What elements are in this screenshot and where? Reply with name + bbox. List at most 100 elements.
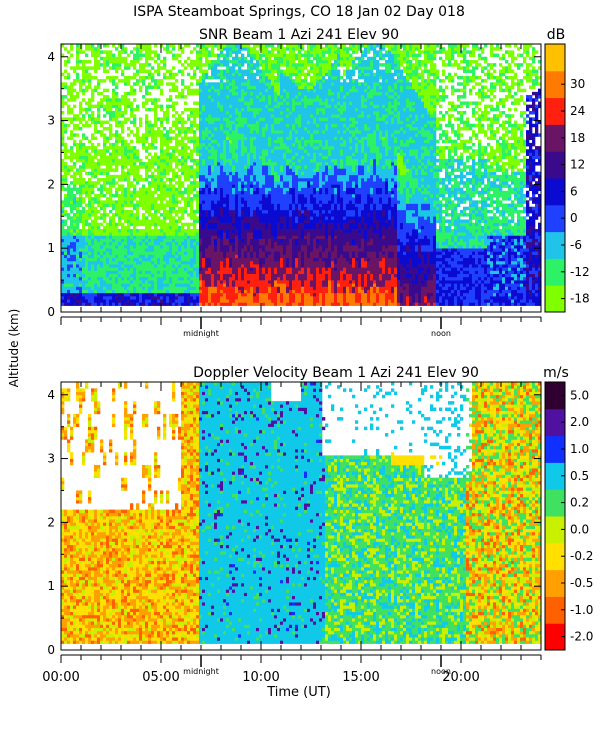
heatmap-cell [367, 114, 371, 118]
heatmap-cell [235, 280, 239, 287]
heatmap-cell [223, 203, 227, 208]
heatmap-cell [283, 101, 287, 144]
heatmap-cell [85, 302, 89, 306]
heatmap-cell [205, 72, 209, 80]
heatmap-cell [340, 168, 344, 176]
heatmap-cell [217, 280, 221, 303]
heatmap-cell [265, 88, 269, 93]
heatmap-cell [490, 289, 494, 297]
heatmap-cell [97, 225, 101, 230]
heatmap-cell [262, 238, 266, 246]
heatmap-cell [202, 165, 206, 176]
heatmap-cell [484, 168, 488, 179]
heatmap-cell [136, 264, 140, 294]
heatmap-cell [364, 181, 368, 204]
heatmap-cell [370, 209, 374, 227]
heatmap-cell [433, 251, 437, 265]
heatmap-cell [211, 181, 215, 192]
heatmap-cell [442, 139, 446, 144]
heatmap-cell [256, 69, 260, 77]
heatmap-cell [403, 50, 407, 58]
heatmap-cell [82, 251, 86, 255]
heatmap-cell [379, 56, 383, 61]
heatmap-cell [289, 238, 293, 268]
heatmap-cell [157, 85, 161, 89]
heatmap-cell [466, 292, 470, 306]
heatmap-cell [217, 107, 221, 118]
heatmap-cell [418, 238, 422, 246]
heatmap-cell [220, 187, 224, 208]
heatmap-cell [436, 139, 440, 144]
heatmap-cell [496, 229, 500, 236]
heatmap-cell [469, 155, 473, 160]
heatmap-cell [397, 267, 401, 281]
heatmap-cell [352, 292, 356, 306]
heatmap-cell [391, 117, 395, 125]
heatmap-cell [364, 222, 368, 230]
heatmap-cell [280, 117, 284, 121]
heatmap-cell [115, 225, 119, 236]
heatmap-cell [472, 44, 476, 48]
heatmap-cell [460, 289, 464, 297]
heatmap-cell [79, 248, 83, 252]
heatmap-cell [400, 85, 404, 93]
heatmap-cell [244, 174, 248, 182]
heatmap-cell [475, 91, 479, 96]
heatmap-cell [469, 91, 473, 96]
heatmap-cell [334, 104, 338, 109]
heatmap-cell [145, 276, 149, 281]
heatmap-cell [85, 72, 89, 83]
heatmap-cell [130, 197, 134, 201]
heatmap-cell [457, 44, 461, 58]
heatmap-cell [307, 257, 311, 268]
heatmap-cell [115, 47, 119, 51]
heatmap-cell [322, 238, 326, 252]
heatmap-cell [397, 111, 401, 125]
heatmap-cell [265, 91, 269, 105]
heatmap-cell [133, 286, 137, 294]
heatmap-cell [187, 152, 191, 156]
heatmap-cell [259, 82, 263, 93]
heatmap-cell [178, 235, 182, 246]
heatmap-cell [208, 44, 212, 48]
heatmap-cell [496, 260, 500, 265]
heatmap-cell [256, 44, 260, 48]
heatmap-cell [385, 53, 389, 58]
heatmap-cell [73, 203, 77, 211]
heatmap-cell [73, 260, 77, 268]
heatmap-cell [160, 229, 164, 233]
heatmap-cell [457, 235, 461, 243]
heatmap-cell [394, 82, 398, 89]
heatmap-cell [256, 206, 260, 217]
heatmap-cell [466, 213, 470, 217]
heatmap-cell [412, 75, 416, 89]
heatmap-cell [91, 200, 95, 211]
heatmap-cell [379, 158, 383, 179]
heatmap-cell [463, 184, 467, 188]
heatmap-cell [163, 66, 167, 70]
heatmap-cell [199, 50, 203, 54]
heatmap-cell [196, 232, 200, 243]
heatmap-cell [481, 98, 485, 102]
heatmap-cell [256, 95, 260, 99]
heatmap-cell [505, 120, 509, 125]
heatmap-cell [454, 107, 458, 112]
heatmap-cell [448, 296, 452, 306]
heatmap-cell [175, 296, 179, 300]
heatmap-cell [352, 216, 356, 220]
heatmap-cell [151, 273, 155, 278]
heatmap-cell [505, 248, 509, 252]
heatmap-cell [388, 95, 392, 99]
heatmap-cell [394, 133, 398, 137]
heatmap-cell [160, 245, 164, 249]
heatmap-cell [352, 197, 356, 204]
heatmap-cell [244, 257, 248, 268]
heatmap-cell [241, 117, 245, 128]
heatmap-cell [169, 158, 173, 172]
heatmap-cell [100, 178, 104, 182]
heatmap-cell [190, 88, 194, 96]
heatmap-cell [235, 120, 239, 125]
heatmap-cell [232, 229, 236, 233]
heatmap-cell [178, 44, 182, 51]
heatmap-cell [112, 44, 116, 48]
